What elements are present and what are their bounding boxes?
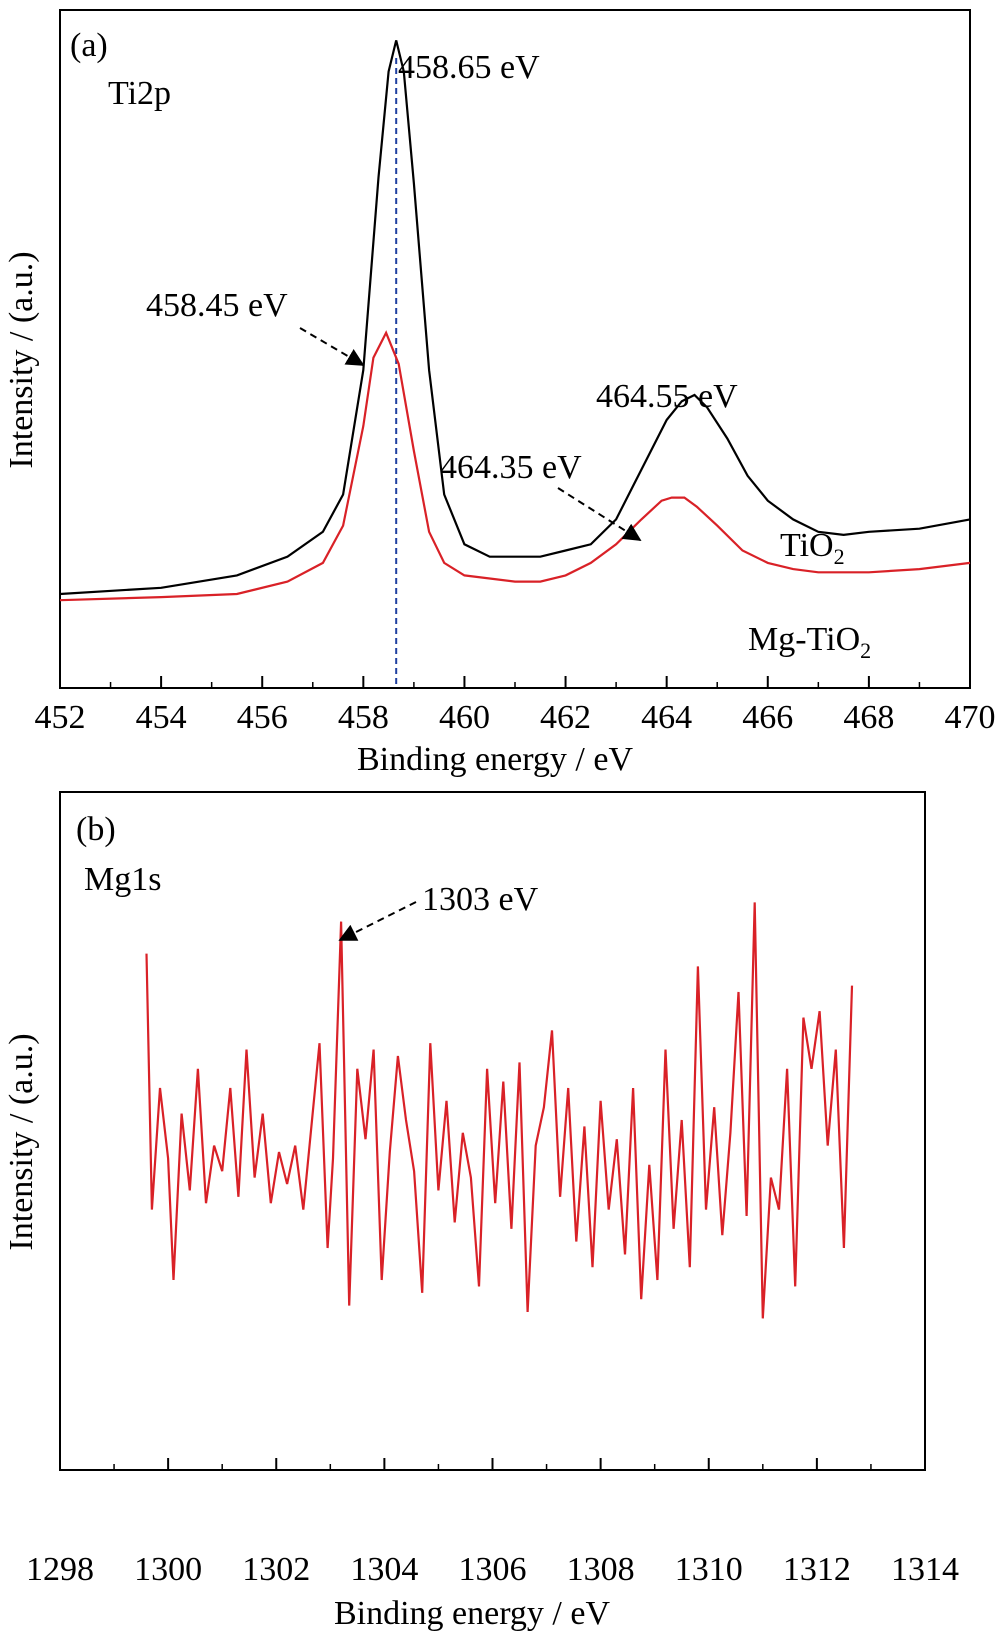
y-axis-title-a: Intensity / (a.u.)	[3, 251, 40, 468]
series-line-tio2	[59, 40, 971, 596]
x-axis-tick-labels-b: 1298 1300 1302 1304 1306 1308 1310 1312 1314	[26, 1551, 959, 1588]
plot-frame-a	[59, 9, 971, 689]
x-tick-label: 1312	[783, 1551, 851, 1588]
arrow-458-45	[299, 327, 365, 366]
x-axis-ticks-b	[59, 1458, 926, 1470]
arrow-464-35	[557, 487, 642, 541]
legend-label-mg-tio2: Mg-TiO2	[748, 621, 871, 663]
annotation-464-55: 464.55 eV	[596, 378, 738, 415]
panel-a: 452 454 456 458 460 462 464 466 468 470 (a) Ti2p …	[3, 9, 996, 778]
element-label-ti2p: Ti2p	[108, 75, 171, 112]
x-axis-title-b: Binding energy / eV	[334, 1595, 610, 1632]
x-tick-label: 470	[945, 699, 996, 736]
series-line-mg1s	[145, 902, 854, 1319]
x-tick-label: 462	[540, 699, 591, 736]
annotation-458-65: 458.65 eV	[398, 49, 540, 86]
element-label-mg1s: Mg1s	[84, 861, 161, 898]
panel-label-a: (a)	[70, 27, 108, 64]
panel-b: 1298 1300 1302 1304 1306 1308 1310 1312 1314 (b)…	[3, 791, 959, 1632]
x-tick-label: 456	[237, 699, 288, 736]
x-tick-label: 460	[439, 699, 490, 736]
x-tick-label: 1298	[26, 1551, 94, 1588]
panel-label-b: (b)	[76, 811, 116, 848]
x-axis-ticks-a	[59, 676, 971, 688]
x-tick-label: 464	[641, 699, 692, 736]
x-tick-label: 452	[35, 699, 86, 736]
x-tick-label: 1306	[459, 1551, 527, 1588]
x-tick-label: 458	[338, 699, 389, 736]
series-line-mg-tio2	[59, 330, 971, 602]
x-tick-label: 1308	[567, 1551, 635, 1588]
x-tick-label: 468	[843, 699, 894, 736]
x-axis-tick-labels-a: 452 454 456 458 460 462 464 466 468 470	[35, 699, 996, 736]
arrow-1303	[338, 901, 417, 941]
y-axis-title-b: Intensity / (a.u.)	[3, 1033, 40, 1250]
annotation-464-35: 464.35 eV	[440, 449, 582, 486]
x-tick-label: 466	[742, 699, 793, 736]
x-tick-label: 1310	[675, 1551, 743, 1588]
x-tick-label: 1314	[891, 1551, 959, 1588]
x-tick-label: 1300	[134, 1551, 202, 1588]
legend-label-tio2: TiO2	[780, 527, 845, 569]
x-tick-label: 454	[136, 699, 187, 736]
x-axis-title-a: Binding energy / eV	[357, 741, 633, 778]
annotation-458-45: 458.45 eV	[146, 287, 288, 324]
annotation-1303: 1303 eV	[422, 881, 539, 918]
x-tick-label: 1302	[242, 1551, 310, 1588]
x-tick-label: 1304	[350, 1551, 418, 1588]
